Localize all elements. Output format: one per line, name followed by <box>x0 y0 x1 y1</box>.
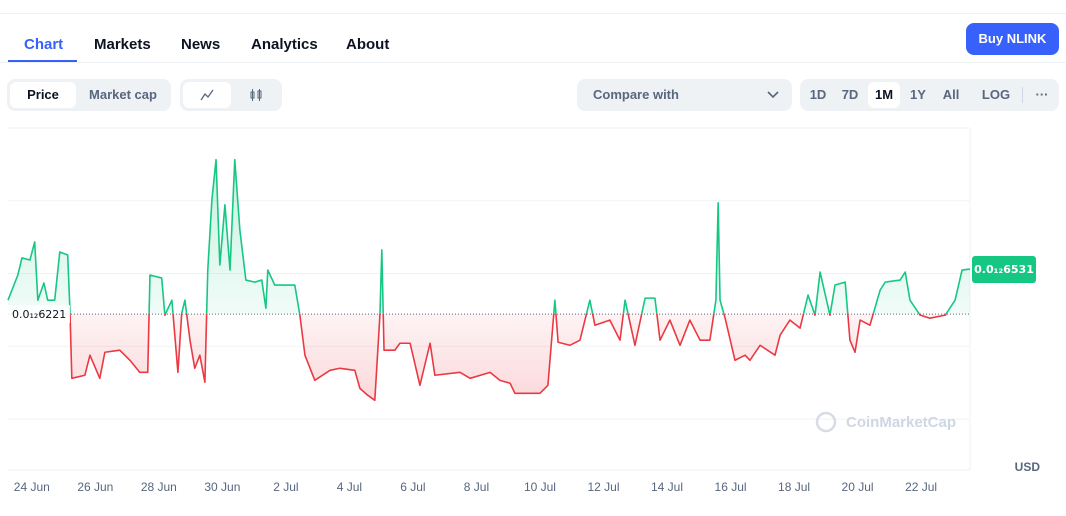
x-tick-label: 8 Jul <box>464 480 489 494</box>
buy-button[interactable]: Buy NLINK <box>966 23 1059 55</box>
candle-icon <box>250 89 262 101</box>
x-tick-label: 30 Jun <box>204 480 240 494</box>
candle-icon-button[interactable] <box>232 82 280 108</box>
x-tick-label: 14 Jul <box>651 480 683 494</box>
x-tick-label: 22 Jul <box>905 480 937 494</box>
divider <box>1022 87 1023 103</box>
x-tick-label: 10 Jul <box>524 480 556 494</box>
chevron <box>767 91 779 99</box>
x-tick-label: 20 Jul <box>842 480 874 494</box>
baseline-label: 0.0₁₂6221 <box>12 308 66 321</box>
tab-border <box>0 62 1066 63</box>
current-price-tag <box>972 256 1036 284</box>
line-icon-button[interactable] <box>183 82 231 108</box>
compare-dropdown[interactable]: Compare with <box>577 79 792 111</box>
x-tick-label: 6 Jul <box>400 480 425 494</box>
x-tick-label: 16 Jul <box>715 480 747 494</box>
tab[interactable]: Chart <box>24 36 64 53</box>
currency-label: USD <box>1015 460 1041 474</box>
range-button[interactable]: 1D <box>809 87 827 102</box>
tab[interactable]: About <box>346 36 390 53</box>
x-tick-label: 24 Jun <box>14 480 50 494</box>
more-button[interactable]: ··· <box>1035 87 1049 102</box>
price-area <box>8 159 970 401</box>
range-button[interactable]: 1Y <box>910 87 926 102</box>
current-price-label: 0.0₁₂6531 <box>974 263 1034 276</box>
x-tick-label: 26 Jun <box>77 480 113 494</box>
toggle-option[interactable]: Price <box>10 82 76 108</box>
x-tick-label: 4 Jul <box>337 480 362 494</box>
top-border <box>0 13 1066 14</box>
x-tick-label: 18 Jul <box>778 480 810 494</box>
watermark: CoinMarketCap <box>846 414 956 431</box>
range-button[interactable]: 7D <box>841 87 859 102</box>
line-icon <box>200 89 214 101</box>
tab-underline <box>8 60 77 62</box>
log-button[interactable]: LOG <box>981 87 1011 102</box>
range-selector: 1D 7D 1M 1Y All LOG ··· <box>800 79 1059 111</box>
x-tick-label: 28 Jun <box>141 480 177 494</box>
compare-label: Compare with <box>593 87 679 102</box>
x-tick-label: 12 Jul <box>587 480 619 494</box>
range-button[interactable]: 1M <box>868 82 900 108</box>
price-line <box>7 158 971 402</box>
tab[interactable]: Analytics <box>251 36 318 53</box>
chart-type-toggle <box>180 79 282 111</box>
range-button[interactable]: All <box>942 87 960 102</box>
watermark-logo <box>815 411 837 433</box>
x-tick-label: 2 Jul <box>273 480 298 494</box>
chart: CoinMarketCap USD 24 Jun 26 Jun 28 Jun 30 J… <box>7 127 1041 494</box>
tab[interactable]: News <box>181 36 221 53</box>
price-toggle: Price Market cap <box>7 79 171 111</box>
baseline-label-bg <box>8 305 70 324</box>
toggle-option[interactable]: Market cap <box>89 87 157 102</box>
tab[interactable]: Markets <box>94 36 151 53</box>
